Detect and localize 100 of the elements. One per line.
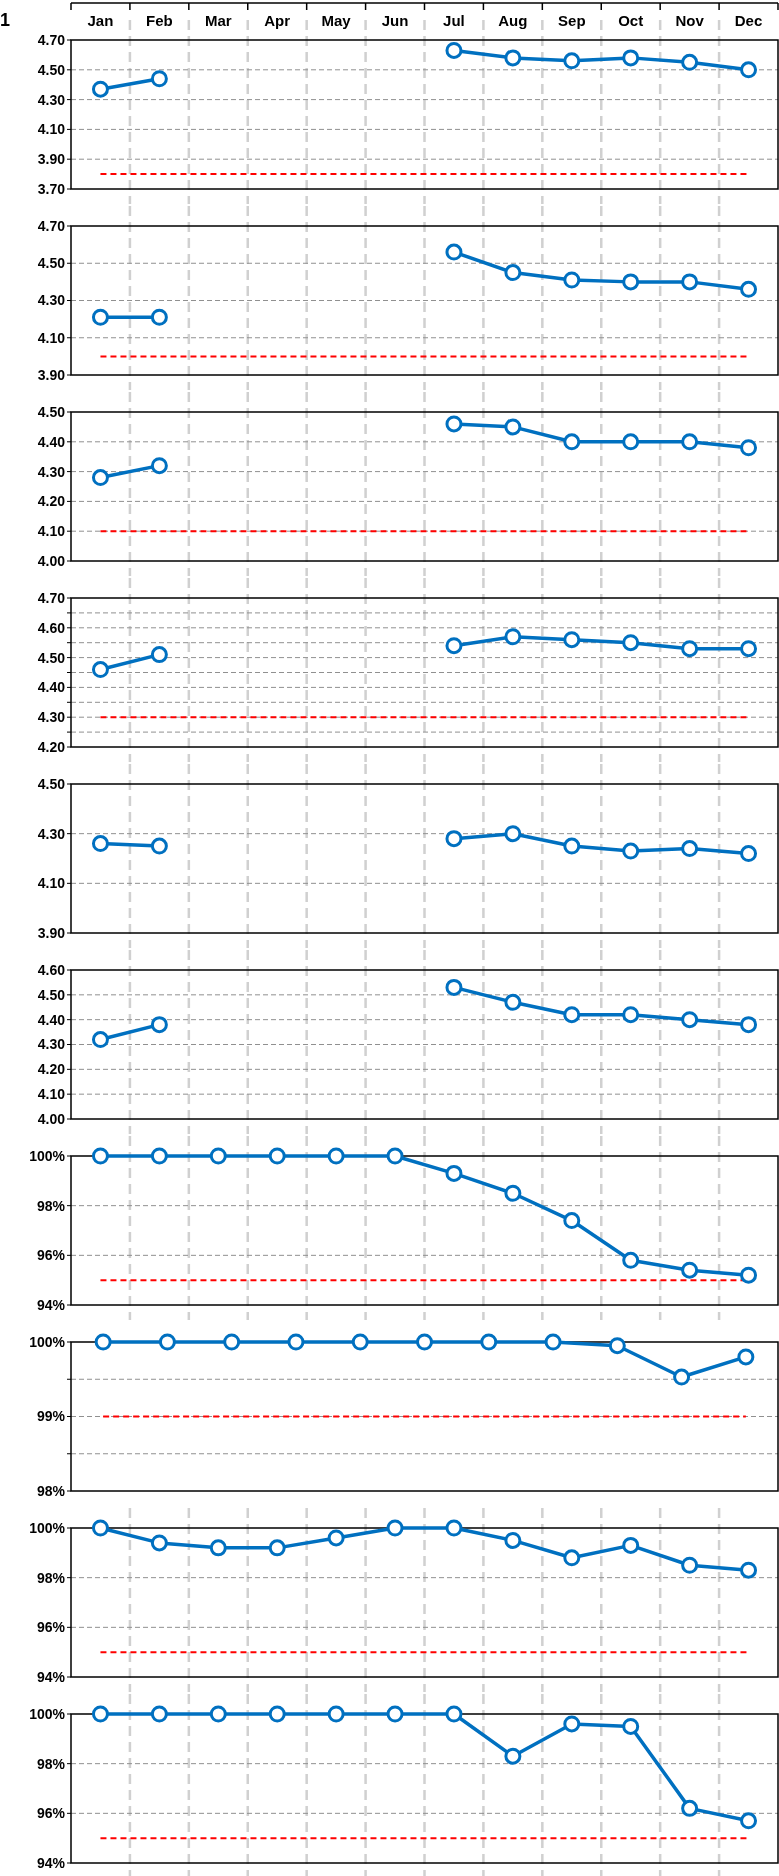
y-tick-label: 100%: [29, 1147, 66, 1164]
y-tick-label: 98%: [36, 1197, 66, 1214]
text: 1: [0, 10, 11, 30]
point: [622, 634, 640, 652]
y-tick-label: 98%: [36, 1755, 66, 1772]
point: [740, 1266, 758, 1284]
point: [681, 1011, 699, 1029]
point: [91, 1705, 109, 1723]
point: [737, 1348, 755, 1366]
y-tick-label: 4.10: [37, 875, 66, 892]
y-tick-label: 98%: [36, 1482, 66, 1499]
x-tick-label: Jul: [443, 12, 465, 29]
point: [608, 1337, 626, 1355]
y-tick-label: 3.90: [37, 151, 66, 168]
point: [681, 1799, 699, 1817]
point: [504, 1184, 522, 1202]
point: [268, 1147, 286, 1165]
point: [94, 1333, 112, 1351]
point: [158, 1333, 176, 1351]
point: [209, 1147, 227, 1165]
point: [622, 1006, 640, 1024]
point: [480, 1333, 498, 1351]
point: [563, 1549, 581, 1567]
point: [445, 41, 463, 59]
point: [504, 825, 522, 843]
y-tick-label: 94%: [36, 1668, 66, 1685]
point: [287, 1333, 305, 1351]
y-tick-label: 4.50: [37, 255, 66, 272]
y-tick-label: 4.60: [37, 619, 66, 636]
x-tick-label: May: [321, 12, 352, 29]
point: [386, 1147, 404, 1165]
point: [681, 1261, 699, 1279]
y-tick-label: 4.30: [37, 463, 66, 480]
point: [386, 1519, 404, 1537]
point: [445, 1164, 463, 1182]
point: [445, 415, 463, 433]
point: [673, 1368, 691, 1386]
point: [150, 308, 168, 326]
point: [681, 53, 699, 71]
y-tick-label: 4.30: [37, 91, 66, 108]
point: [504, 1531, 522, 1549]
y-tick-label: 4.70: [37, 31, 66, 48]
point: [327, 1147, 345, 1165]
point: [622, 1536, 640, 1554]
point: [563, 1006, 581, 1024]
point: [681, 433, 699, 451]
point: [91, 308, 109, 326]
point: [563, 837, 581, 855]
point: [681, 1556, 699, 1574]
point: [445, 1705, 463, 1723]
x-tick-label: Oct: [618, 12, 644, 29]
point: [91, 1031, 109, 1049]
point: [740, 1016, 758, 1034]
y-tick-label: 4.10: [37, 523, 66, 540]
point: [622, 1717, 640, 1735]
point: [327, 1705, 345, 1723]
point: [351, 1333, 369, 1351]
point: [740, 640, 758, 658]
point: [563, 271, 581, 289]
point: [681, 640, 699, 658]
y-tick-label: 96%: [36, 1619, 66, 1636]
point: [622, 49, 640, 67]
point: [622, 842, 640, 860]
point: [544, 1333, 562, 1351]
y-tick-label: 4.50: [37, 649, 66, 666]
point: [150, 1705, 168, 1723]
y-tick-label: 4.20: [37, 493, 66, 510]
point: [504, 418, 522, 436]
point: [268, 1539, 286, 1557]
point: [268, 1705, 286, 1723]
point: [150, 70, 168, 88]
point: [445, 1519, 463, 1537]
x-tick-label: Jun: [381, 12, 409, 29]
point: [445, 243, 463, 261]
point: [740, 61, 758, 79]
point: [740, 845, 758, 863]
point: [740, 280, 758, 298]
x-tick-label: Apr: [264, 12, 291, 29]
y-tick-label: 3.70: [37, 180, 66, 197]
x-tick-label: Nov: [675, 12, 705, 29]
point: [563, 1212, 581, 1230]
point: [504, 264, 522, 282]
y-tick-label: 96%: [36, 1805, 66, 1822]
point: [622, 433, 640, 451]
point: [622, 1251, 640, 1269]
y-tick-label: 4.70: [37, 589, 66, 606]
x-tick-label: Mar: [204, 12, 232, 29]
point: [563, 433, 581, 451]
y-tick-label: 4.70: [37, 217, 66, 234]
y-tick-label: 4.40: [37, 433, 66, 450]
y-tick-label: 4.10: [37, 121, 66, 138]
point: [150, 1016, 168, 1034]
point: [445, 637, 463, 655]
point: [563, 1715, 581, 1733]
point: [504, 49, 522, 67]
y-tick-label: 4.30: [37, 709, 66, 726]
point: [150, 646, 168, 664]
y-tick-label: 4.30: [37, 292, 66, 309]
point: [416, 1333, 433, 1351]
point: [563, 631, 581, 649]
